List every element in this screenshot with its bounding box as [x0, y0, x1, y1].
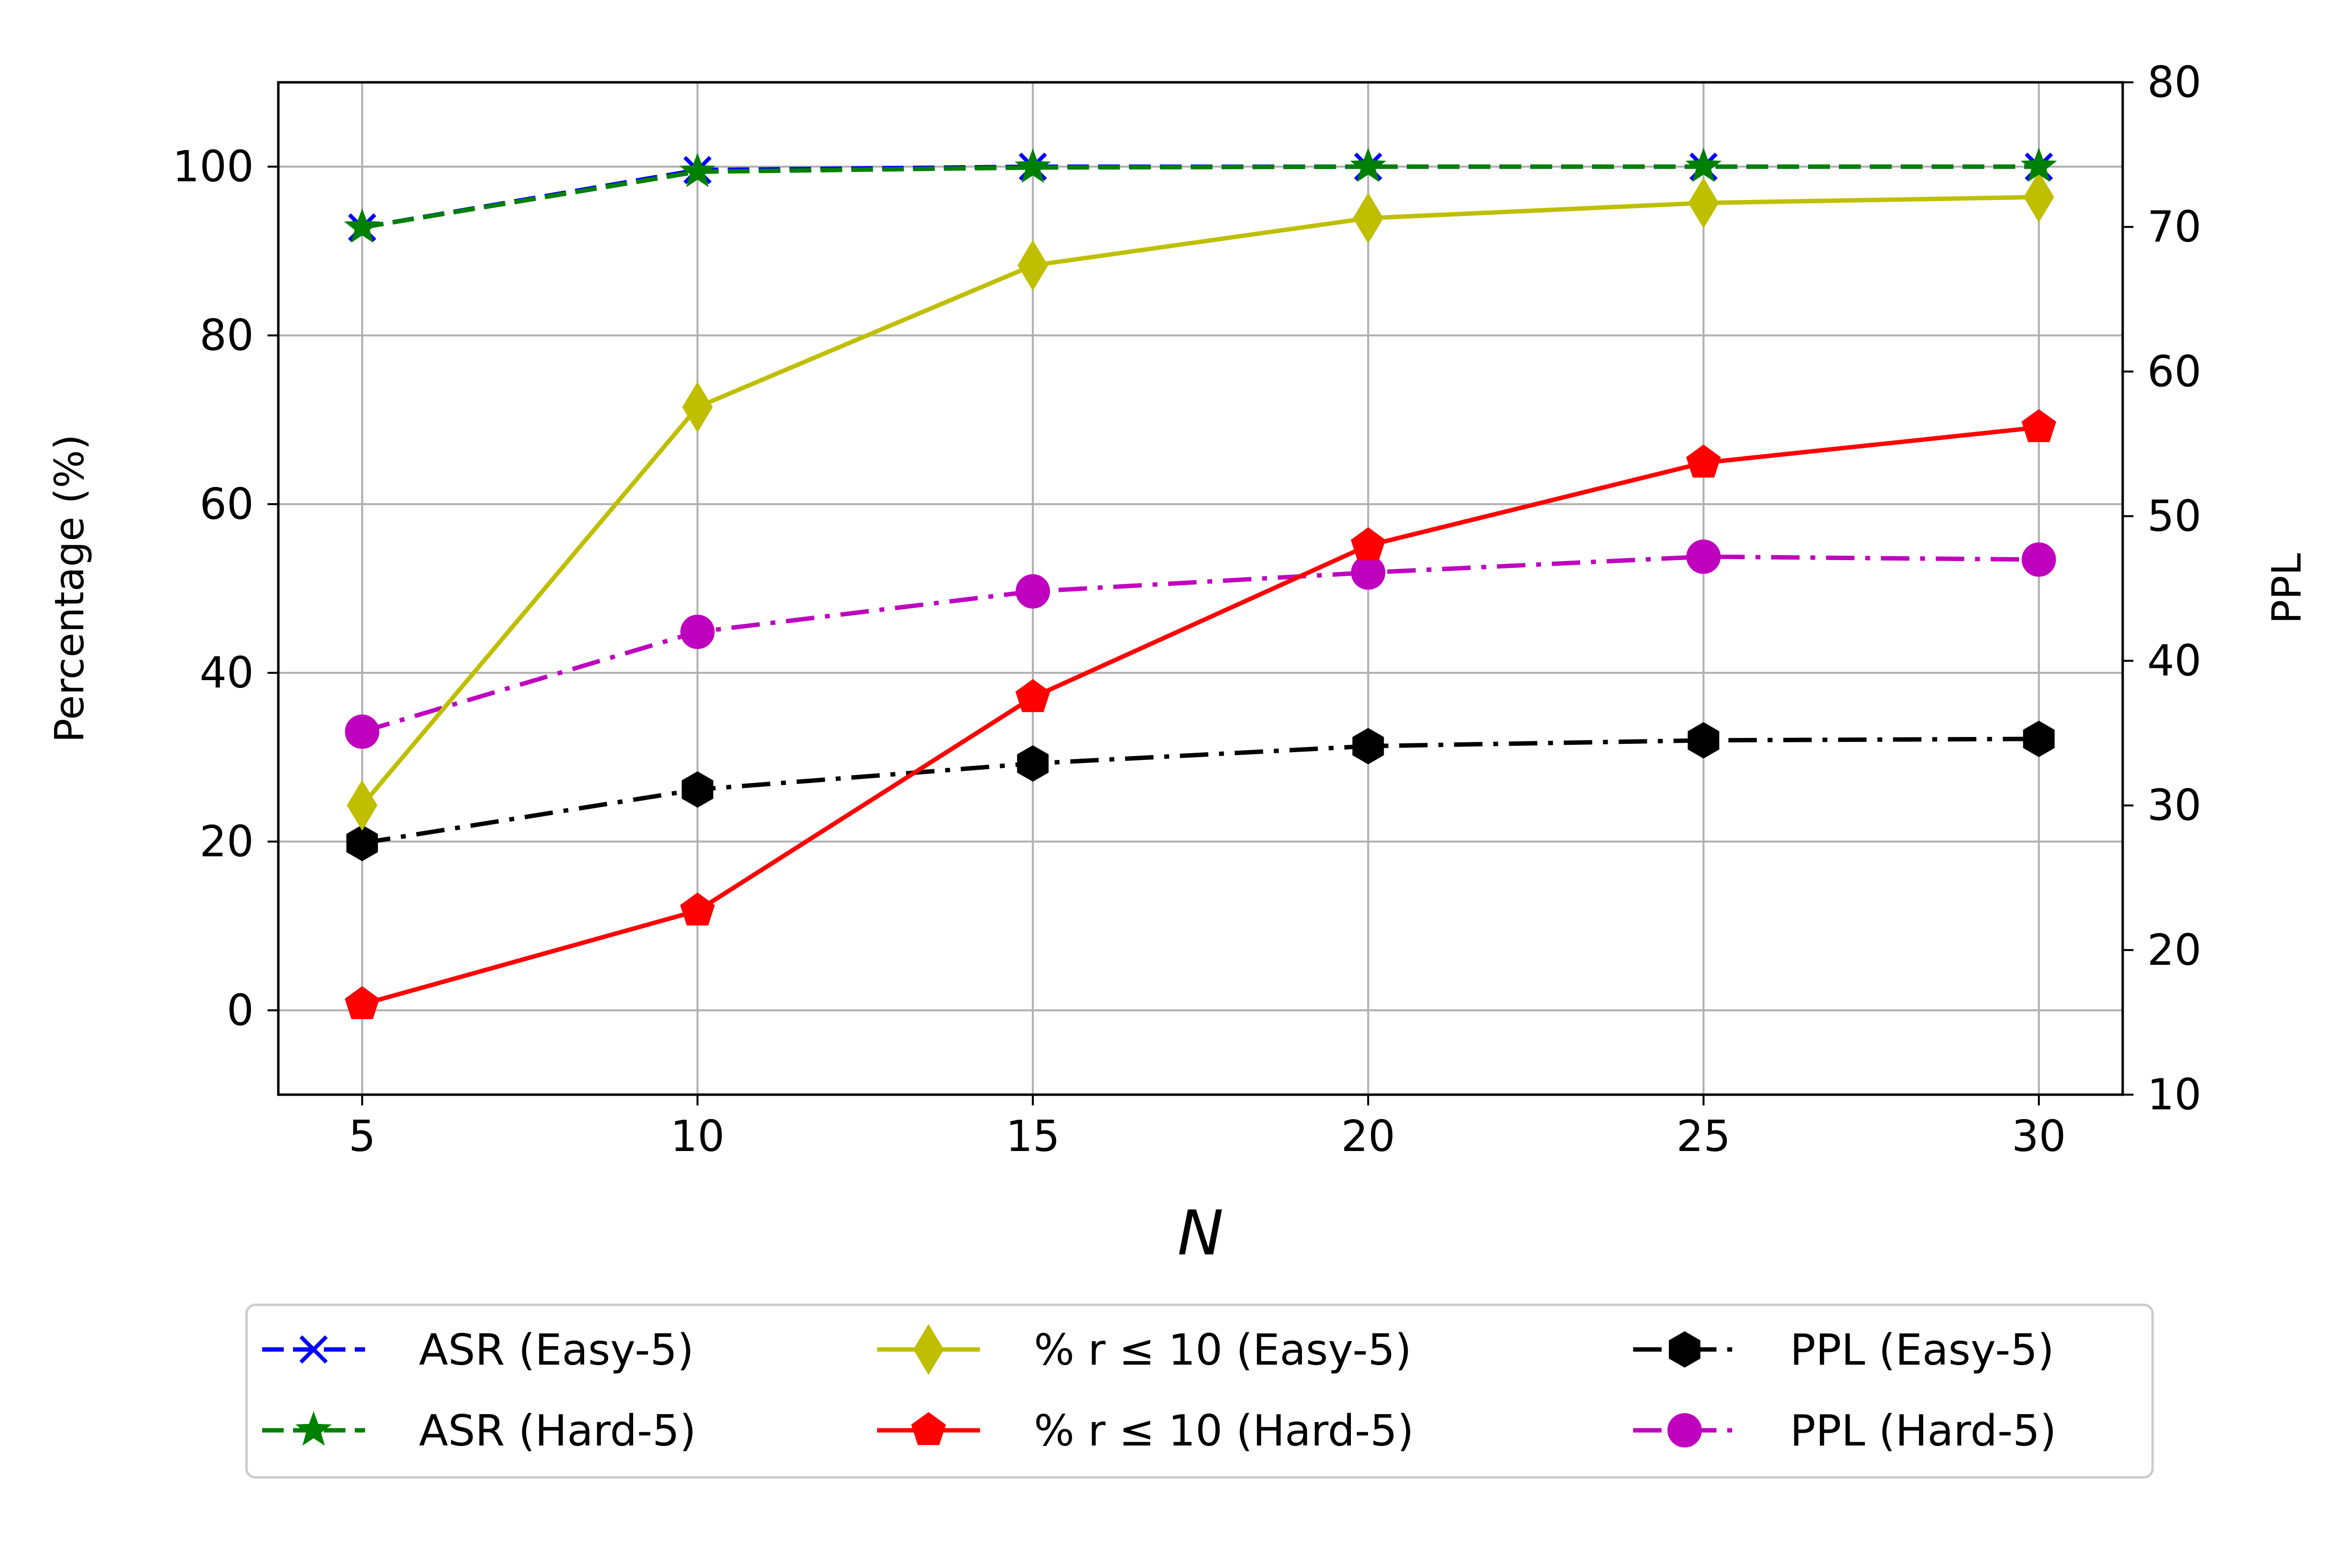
legend-label: PPL (Easy-5)	[1790, 1325, 2054, 1375]
y-tick-label-right: 30	[2147, 781, 2202, 831]
data-point	[1688, 722, 1719, 759]
legend-entry: PPL (Easy-5)	[1633, 1325, 2054, 1375]
legend-marker	[1667, 1413, 1702, 1447]
data-point	[344, 986, 380, 1019]
data-point	[1686, 539, 1721, 574]
data-point	[680, 892, 715, 926]
legend-label: % r ≤ 10 (Hard-5)	[1034, 1406, 1414, 1456]
legend-entry: ASR (Hard-5)	[262, 1406, 696, 1456]
data-point	[1686, 444, 1721, 478]
data-point	[1352, 728, 1384, 764]
data-point	[346, 825, 378, 861]
data-point	[1353, 193, 1384, 244]
y-tick-label-right: 60	[2147, 346, 2202, 396]
x-tick-label: 30	[2012, 1111, 2066, 1161]
series-1	[344, 147, 2057, 243]
data-point	[682, 381, 713, 433]
series-line	[361, 425, 2039, 1007]
data-point	[2021, 409, 2057, 442]
x-tick-label: 25	[1676, 1111, 1731, 1161]
data-point	[1351, 555, 1386, 590]
y-tick-label-right: 70	[2147, 202, 2202, 252]
legend-entry: PPL (Hard-5)	[1633, 1406, 2057, 1456]
data-point	[1015, 574, 1050, 609]
data-point	[2020, 147, 2057, 182]
y-axis-left-label: Percentage (%)	[47, 434, 93, 742]
plot-frame	[277, 81, 2124, 1096]
y-tick-label-right: 80	[2147, 57, 2202, 107]
axes: 5 10 15 20 25 30 0 20 40 60 80 100 10 20 30 40 50 60 70 80	[172, 57, 2202, 1161]
legend-label: ASR (Easy-5)	[419, 1325, 694, 1375]
y-tick-label-left: 40	[199, 648, 254, 698]
data-point	[1014, 148, 1051, 183]
grid	[278, 82, 2123, 1095]
legend-label: ASR (Hard-5)	[419, 1406, 696, 1456]
x-tick-label: 15	[1005, 1111, 1060, 1161]
plot-series	[344, 147, 2057, 1019]
legend-label: % r ≤ 10 (Easy-5)	[1034, 1325, 1412, 1375]
series-2	[346, 172, 2055, 831]
legend-marker	[913, 1324, 944, 1375]
legend-label: PPL (Hard-5)	[1790, 1406, 2057, 1456]
series-line	[361, 554, 2039, 734]
y-tick-label-right: 20	[2147, 925, 2202, 975]
legend-marker	[1668, 1331, 1701, 1368]
y-tick-label-left: 80	[199, 311, 254, 361]
data-point	[344, 208, 381, 243]
series-line	[360, 195, 2039, 807]
legend: ASR (Easy-5) ASR (Hard-5) % r ≤ 10 (Easy-5…	[245, 1303, 2154, 1479]
series-4	[346, 720, 2055, 861]
x-tick-label: 5	[348, 1111, 375, 1161]
data-point	[1350, 527, 1386, 561]
y-tick-label-right: 50	[2147, 491, 2202, 541]
y-tick-label-right: 40	[2147, 636, 2202, 686]
data-point	[346, 780, 378, 831]
data-point	[680, 614, 715, 649]
data-point	[682, 771, 713, 808]
y-axis-right-label: PPL	[2264, 553, 2310, 624]
data-point	[1688, 177, 1719, 229]
y-tick-label-left: 60	[199, 479, 254, 529]
series-line	[362, 164, 2039, 230]
data-point	[2023, 172, 2055, 223]
data-point	[2021, 542, 2056, 577]
x-tick-label: 20	[1341, 1111, 1396, 1161]
y-tick-label-left: 20	[199, 817, 254, 867]
series-line	[362, 736, 2039, 845]
legend-marker	[295, 1411, 332, 1446]
legend-entry: % r ≤ 10 (Easy-5)	[877, 1324, 1412, 1375]
legend-marker	[911, 1412, 946, 1446]
series-line	[362, 164, 2039, 230]
legend-entry: ASR (Easy-5)	[262, 1325, 694, 1375]
x-tick-label: 10	[670, 1111, 725, 1161]
data-point	[679, 152, 716, 187]
data-point	[2023, 720, 2055, 758]
data-point	[1685, 147, 1722, 182]
legend-entry: % r ≤ 10 (Hard-5)	[877, 1406, 1414, 1456]
data-point	[1350, 147, 1387, 182]
y-tick-label-right: 10	[2147, 1070, 2202, 1120]
legend-marker	[299, 1335, 328, 1364]
y-tick-label-left: 0	[227, 985, 254, 1035]
series-3	[344, 409, 2057, 1019]
x-axis-label: N	[1177, 1197, 1224, 1269]
data-point	[345, 714, 380, 749]
data-point	[1017, 240, 1048, 291]
series-5	[345, 539, 2056, 749]
data-point	[1017, 745, 1049, 782]
y-tick-label-left: 100	[172, 142, 254, 192]
data-point	[1015, 679, 1051, 712]
